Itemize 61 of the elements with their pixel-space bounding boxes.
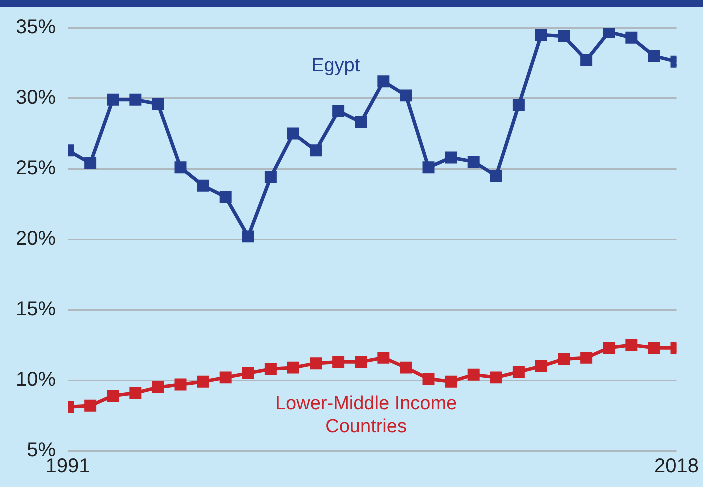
point (197, 180, 210, 192)
point (197, 376, 210, 388)
point (107, 390, 120, 402)
point (603, 28, 616, 38)
y-tick-label: 25% (16, 158, 56, 180)
y-tick-label: 15% (16, 298, 56, 321)
point (603, 342, 616, 354)
point (84, 157, 97, 170)
point (558, 30, 570, 42)
point (264, 171, 277, 184)
y-tick-label: 10% (16, 369, 56, 392)
point (107, 94, 120, 106)
series-label: Lower-Middle Income Countries (275, 394, 458, 438)
point (242, 230, 254, 243)
point (242, 367, 254, 380)
point (378, 76, 390, 88)
point (152, 98, 164, 110)
point (220, 191, 232, 204)
point (220, 372, 232, 384)
point (445, 152, 458, 164)
point (468, 368, 480, 381)
point (468, 156, 480, 168)
point (174, 378, 187, 391)
point (422, 162, 435, 174)
point (648, 50, 660, 62)
y-tick-label: 20% (16, 228, 56, 250)
point (626, 32, 638, 44)
point (512, 100, 525, 112)
point (400, 362, 412, 374)
point (535, 360, 548, 372)
point (130, 94, 142, 106)
point (287, 128, 300, 140)
x-tick-label: 2018 (654, 456, 700, 478)
point (355, 356, 368, 368)
point (310, 358, 322, 370)
point (378, 352, 390, 364)
point (332, 356, 345, 368)
series-label: Egypt (312, 55, 361, 76)
point (332, 105, 345, 118)
point (512, 366, 525, 378)
point (490, 372, 502, 384)
point (130, 387, 142, 400)
point (287, 362, 300, 374)
point (84, 400, 97, 412)
y-tick-label: 30% (16, 87, 56, 110)
point (558, 353, 570, 366)
point (152, 382, 164, 394)
point (580, 54, 593, 66)
point (535, 29, 548, 42)
point (626, 339, 638, 352)
point (355, 116, 368, 128)
point (490, 170, 502, 182)
point (400, 90, 412, 102)
point (174, 162, 187, 174)
point (422, 373, 435, 386)
point (648, 342, 660, 354)
point (580, 352, 593, 364)
point (445, 376, 458, 388)
point (264, 363, 277, 376)
y-tick-label: 35% (16, 16, 56, 39)
point (310, 144, 322, 157)
